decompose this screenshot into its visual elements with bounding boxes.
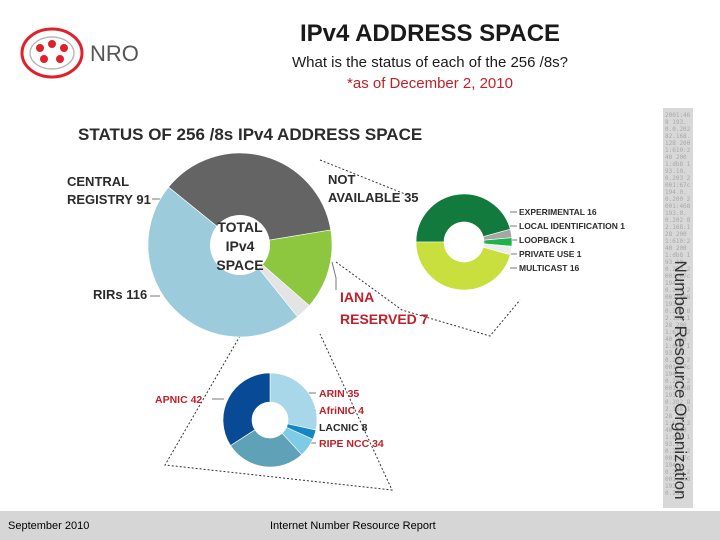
footer-bar: September 2010 Internet Number Resource … — [0, 511, 720, 540]
as-of-date: *as of December 2, 2010 — [347, 75, 513, 92]
center-label-line: SPACE — [216, 257, 263, 273]
slice-multicast — [415, 241, 511, 291]
slice-ripe-ncc — [230, 429, 303, 468]
rir-label-afrinic: AfriNIC 4 — [319, 405, 364, 417]
slice-arin — [269, 372, 318, 431]
label-iana-reserved: IANA RESERVED 7 — [340, 289, 429, 327]
rir-label-arin: ARIN 35 — [319, 388, 359, 400]
label-not-available: NOT AVAILABLE 35 — [328, 172, 419, 205]
special-label-loopback: LOOPBACK 1 — [519, 235, 575, 245]
center-label-line: IPv4 — [226, 238, 255, 254]
special-label-experimental: EXPERIMENTAL 16 — [519, 207, 597, 217]
rir-label-ripe-ncc: RIPE NCC 34 — [319, 438, 384, 450]
slice-experimental — [415, 193, 511, 243]
footer-date: September 2010 — [8, 520, 90, 532]
rir-label-lacnic: LACNIC 8 — [319, 422, 368, 434]
special-use-pie — [415, 193, 513, 291]
main-pie — [147, 152, 333, 338]
logo-text: NRO — [90, 41, 139, 66]
leader-iana-reserved — [331, 261, 337, 290]
slice-central-registry — [168, 152, 332, 246]
nro-logo: NRO — [20, 27, 139, 79]
main-pie-hole — [210, 215, 270, 275]
rir-pie — [222, 372, 318, 468]
page-subtitle: What is the status of each of the 256 /8… — [292, 54, 568, 71]
page-title: IPv4 ADDRESS SPACE — [299, 20, 561, 47]
special-label-multicast: MULTICAST 16 — [519, 263, 580, 273]
special-label-private-use: PRIVATE USE 1 — [519, 249, 582, 259]
main-chart-title: STATUS OF 256 /8s IPv4 ADDRESS SPACE — [78, 125, 422, 144]
sidebar-band: 2001:468 193.0.0.202 82.168.128 2001:610… — [663, 108, 693, 508]
label-rirs: RIRs 116 — [93, 287, 147, 302]
callout-connectors — [150, 159, 521, 491]
special-connector — [319, 159, 521, 337]
rir-label-apnic: APNIC 42 — [155, 394, 202, 406]
special-label-local-identification: LOCAL IDENTIFICATION 1 — [519, 221, 625, 231]
slice-apnic — [222, 372, 271, 446]
label-central-registry: CENTRAL REGISTRY 91 — [67, 174, 151, 207]
sidebar-decorative-pattern: 2001:468 193.0.0.202 82.168.128 2001:610… — [665, 112, 691, 497]
center-label-line: TOTAL — [217, 219, 263, 235]
footer-report-title: Internet Number Resource Report — [270, 520, 436, 532]
